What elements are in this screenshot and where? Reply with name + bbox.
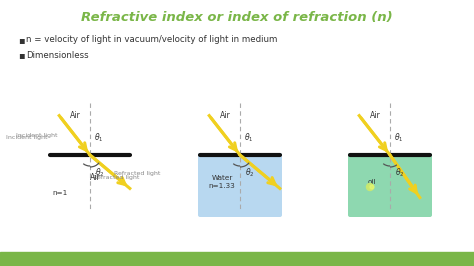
Circle shape	[370, 185, 374, 189]
Text: ▪: ▪	[18, 50, 25, 60]
Text: Incident light: Incident light	[16, 133, 57, 138]
Text: ▪: ▪	[18, 35, 25, 45]
Text: $\theta_1$: $\theta_1$	[94, 132, 103, 144]
Text: $\theta_2$: $\theta_2$	[245, 167, 255, 179]
Text: oil: oil	[368, 179, 376, 185]
Bar	[0, 252, 474, 266]
Text: Refracted light: Refracted light	[93, 174, 139, 180]
Text: Incident light: Incident light	[7, 135, 48, 139]
Text: $\theta_1$: $\theta_1$	[244, 132, 254, 144]
Text: $\theta_1$: $\theta_1$	[394, 132, 403, 144]
Text: n=1: n=1	[52, 190, 67, 196]
Text: Water
n=1.33: Water n=1.33	[209, 175, 236, 189]
FancyBboxPatch shape	[198, 153, 282, 217]
Circle shape	[366, 184, 374, 190]
Text: n = velocity of light in vacuum/velocity of light in medium: n = velocity of light in vacuum/velocity…	[26, 35, 277, 44]
Text: Dimensionless: Dimensionless	[26, 51, 89, 60]
Text: Refracted light: Refracted light	[114, 171, 160, 176]
Text: $\theta_2$: $\theta_2$	[395, 167, 404, 179]
Text: Refractive index or index of refraction (n): Refractive index or index of refraction …	[81, 11, 393, 24]
Text: $\theta_2$: $\theta_2$	[95, 167, 105, 179]
Text: Air: Air	[370, 110, 380, 119]
Text: Air: Air	[219, 110, 230, 119]
FancyBboxPatch shape	[348, 153, 432, 217]
Text: Air: Air	[90, 172, 100, 181]
Text: Air: Air	[70, 110, 81, 119]
